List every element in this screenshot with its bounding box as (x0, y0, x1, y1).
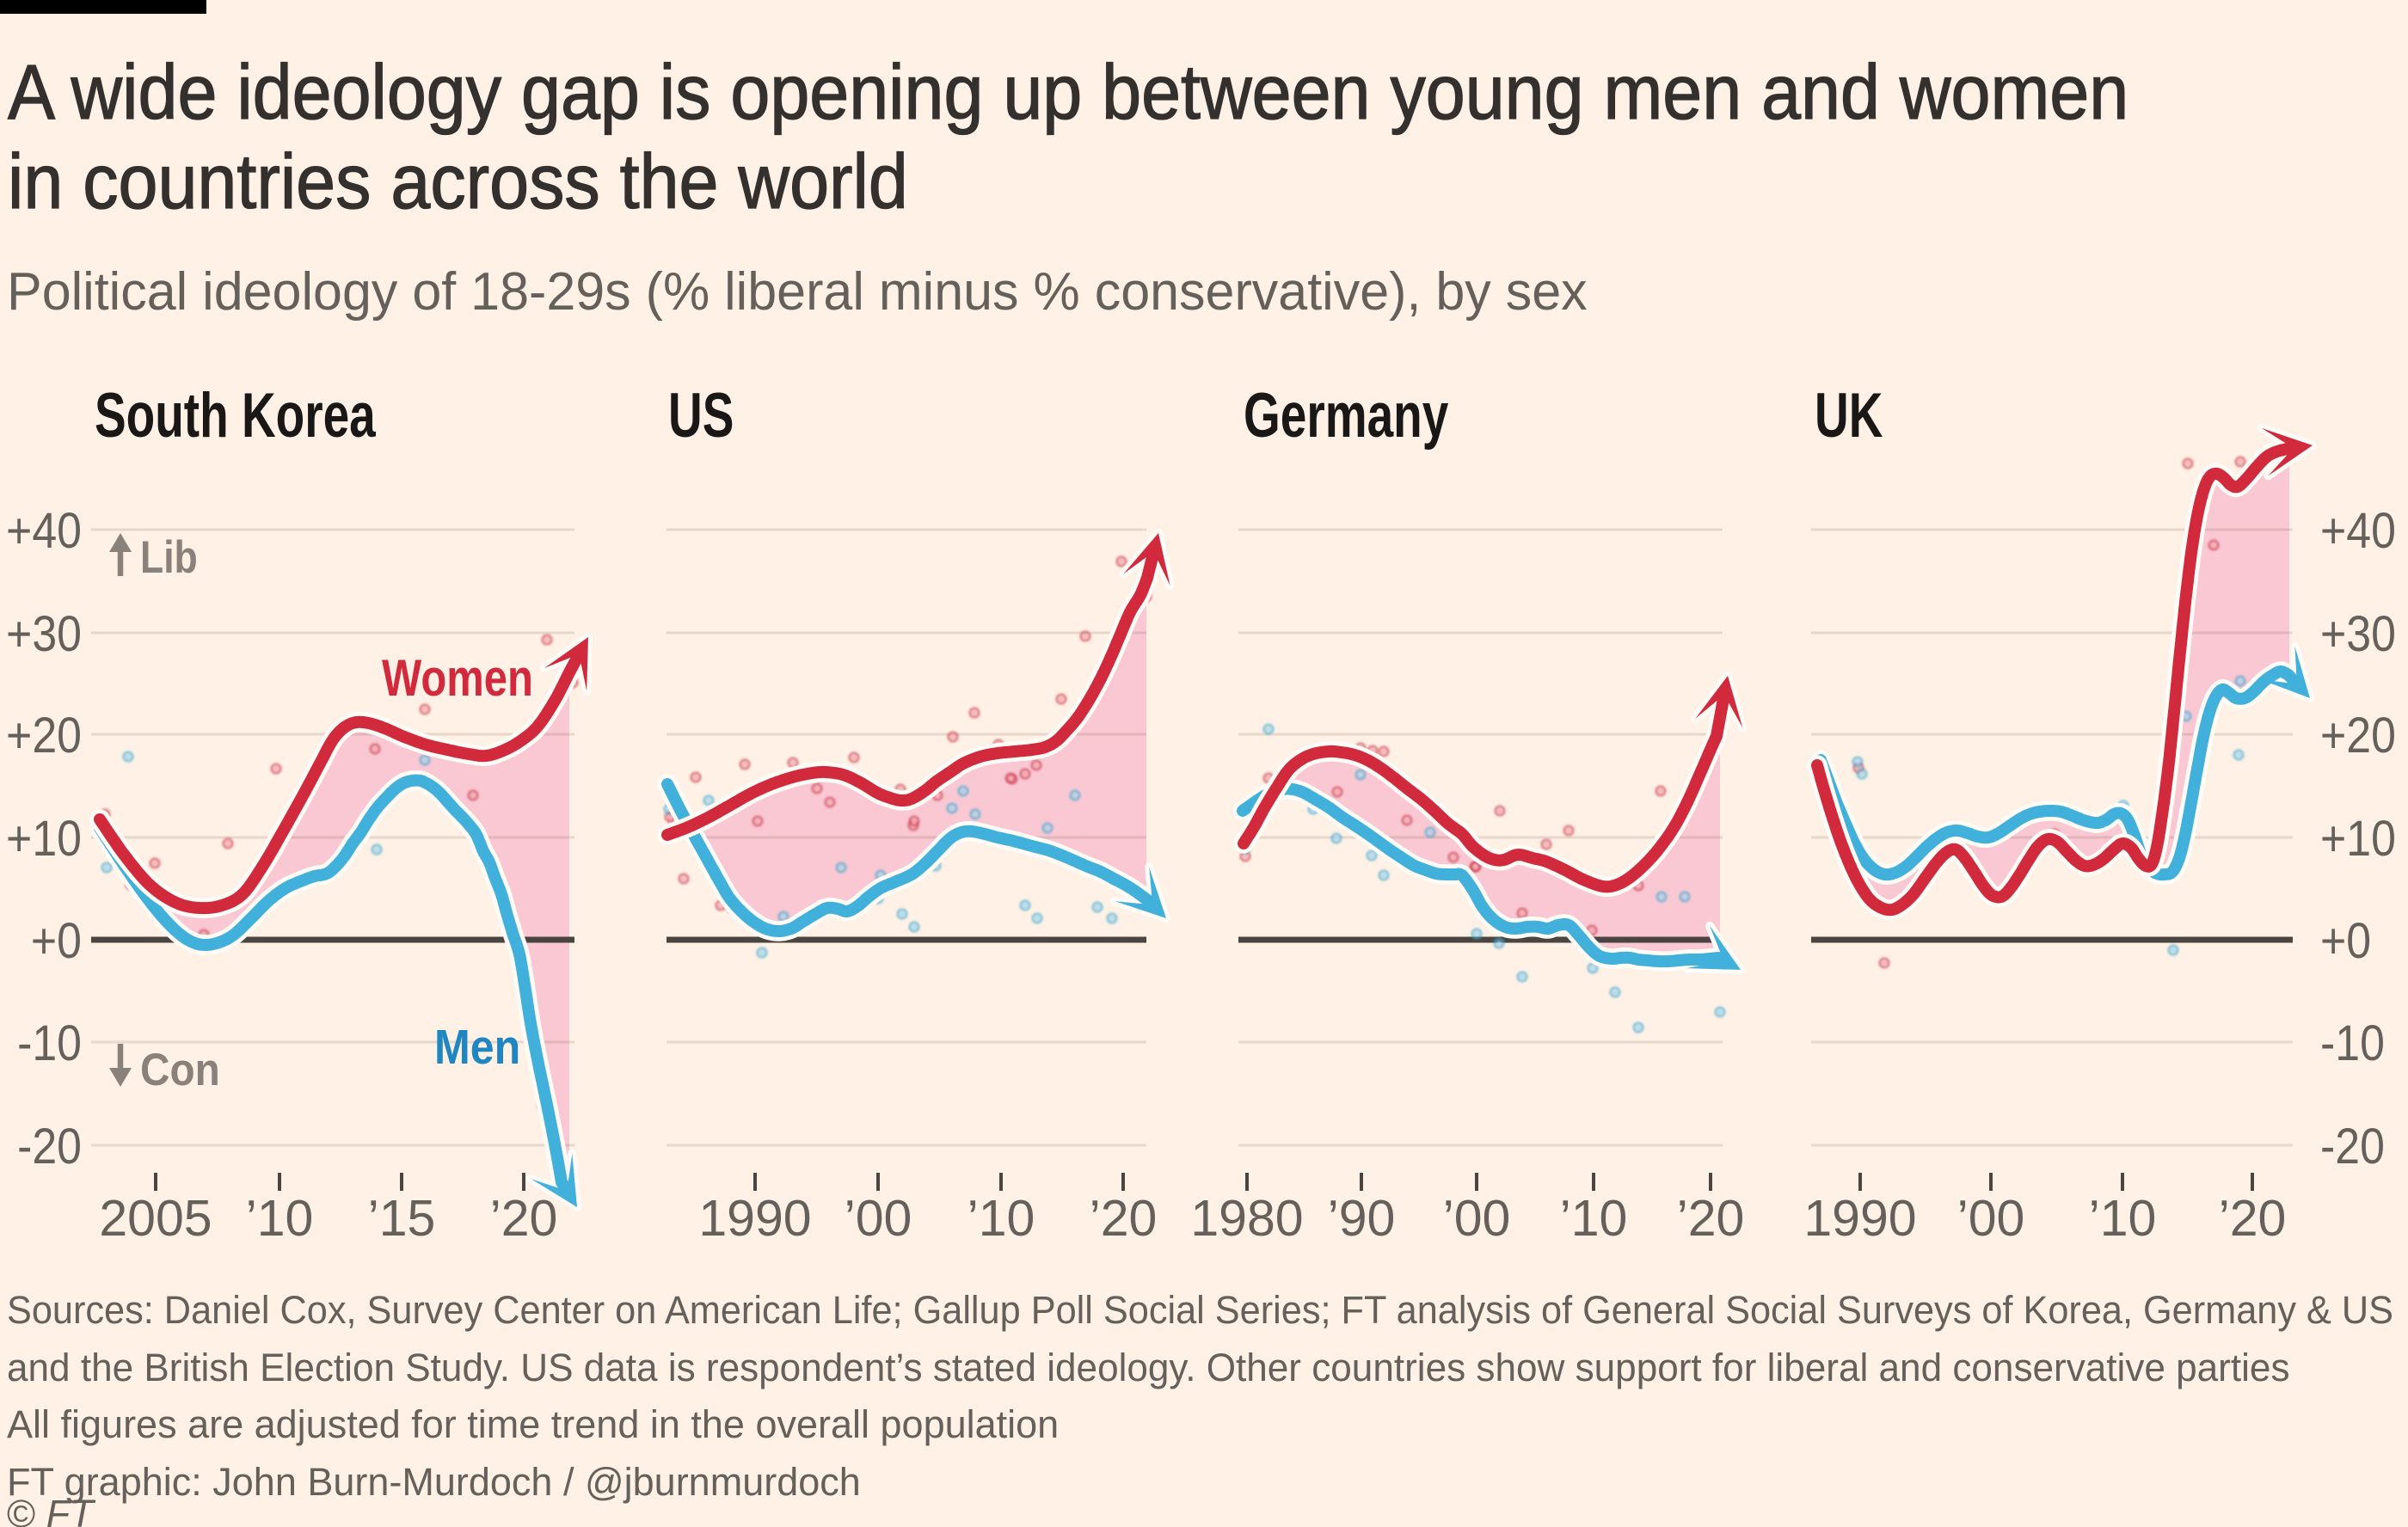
svg-text:’10: ’10 (2089, 1190, 2157, 1247)
svg-text:’90: ’90 (1328, 1190, 1396, 1247)
svg-text:+30: +30 (2320, 605, 2396, 661)
svg-text:+40: +40 (2320, 502, 2396, 558)
svg-text:UK: UK (1815, 380, 1883, 450)
svg-text:+0: +0 (31, 912, 82, 968)
svg-text:Con: Con (140, 1044, 220, 1095)
svg-text:’20: ’20 (1677, 1190, 1745, 1247)
svg-text:-20: -20 (17, 1118, 82, 1174)
svg-text:’10: ’10 (1560, 1190, 1628, 1247)
svg-text:-10: -10 (17, 1015, 82, 1070)
svg-text:Germany: Germany (1244, 380, 1448, 450)
svg-text:’00: ’00 (845, 1190, 912, 1247)
svg-text:2005: 2005 (99, 1190, 212, 1247)
svg-text:-20: -20 (2320, 1118, 2385, 1174)
svg-text:+30: +30 (6, 605, 82, 661)
svg-text:+20: +20 (6, 707, 82, 763)
svg-text:in countries across the world: in countries across the world (8, 139, 908, 225)
svg-text:Women: Women (382, 648, 533, 707)
svg-text:’10: ’10 (968, 1190, 1035, 1247)
svg-text:’20: ’20 (1090, 1190, 1158, 1247)
svg-text:+0: +0 (2320, 912, 2371, 968)
svg-text:and the British Election Study: and the British Election Study. US data … (7, 1347, 2289, 1389)
svg-text:FT graphic: John Burn-Murdoch: FT graphic: John Burn-Murdoch / @jburnmu… (7, 1460, 861, 1504)
svg-text:South Korea: South Korea (95, 380, 377, 450)
svg-text:Sources: Daniel Cox, Survey Ce: Sources: Daniel Cox, Survey Center on Am… (7, 1289, 2393, 1332)
svg-text:’20: ’20 (490, 1190, 558, 1247)
svg-text:Men: Men (434, 1020, 520, 1075)
svg-text:+10: +10 (6, 810, 82, 866)
svg-text:1990: 1990 (698, 1190, 811, 1247)
svg-text:’10: ’10 (246, 1190, 314, 1247)
svg-text:+20: +20 (2320, 707, 2396, 763)
svg-text:+10: +10 (2320, 810, 2396, 866)
svg-text:’15: ’15 (368, 1190, 436, 1247)
svg-text:1990: 1990 (1803, 1190, 1916, 1247)
svg-text:’00: ’00 (1957, 1190, 2025, 1247)
svg-text:All figures are adjusted for t: All figures are adjusted for time trend … (7, 1402, 1059, 1446)
svg-text:US: US (668, 380, 734, 450)
svg-text:A wide ideology gap is opening: A wide ideology gap is opening up betwee… (8, 50, 2128, 136)
svg-text:© FT: © FT (7, 1492, 96, 1527)
svg-text:Political ideology of 18-29s (: Political ideology of 18-29s (% liberal … (7, 262, 1588, 322)
svg-text:’20: ’20 (2219, 1190, 2287, 1247)
svg-text:Lib: Lib (140, 532, 198, 582)
svg-text:’00: ’00 (1443, 1190, 1511, 1247)
svg-text:-10: -10 (2320, 1015, 2385, 1070)
svg-text:+40: +40 (6, 502, 82, 558)
svg-text:1980: 1980 (1190, 1190, 1303, 1247)
